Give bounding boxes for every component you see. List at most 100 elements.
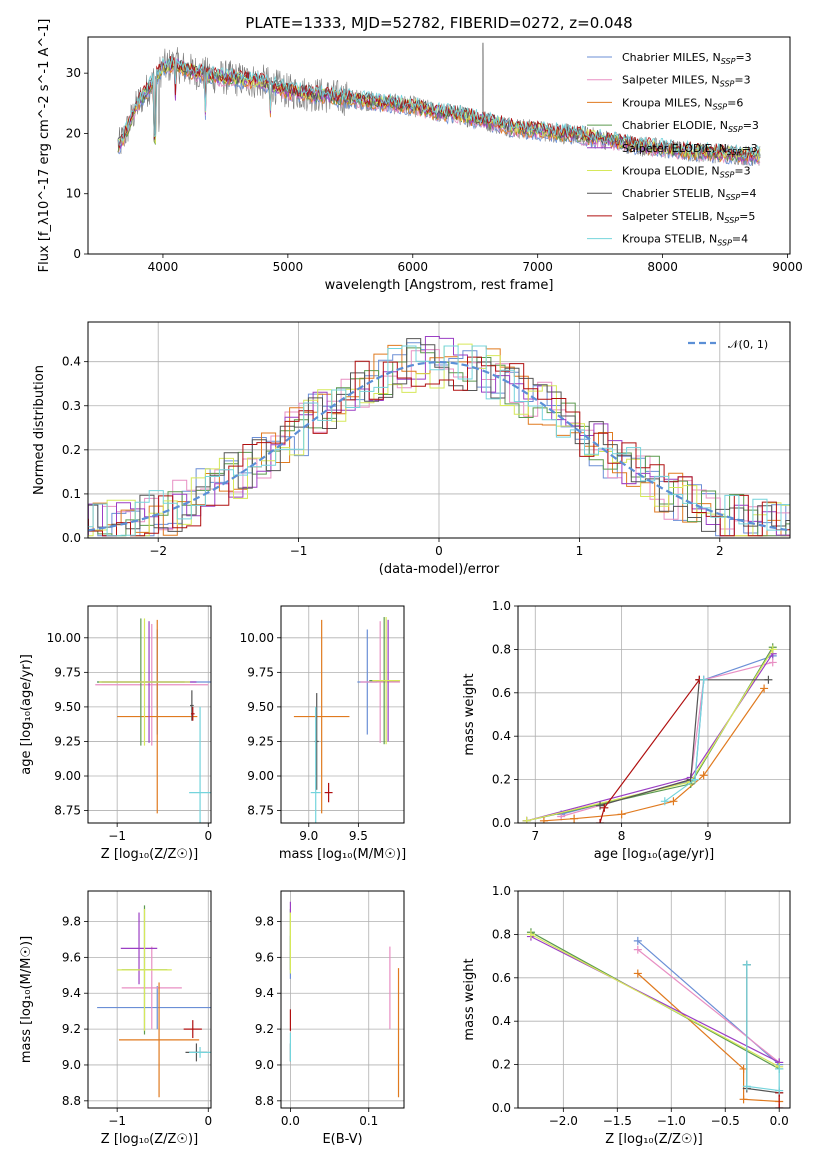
legend-text: Chabrier MILES, N [622, 51, 721, 64]
axes-frame [280, 605, 405, 824]
point-salpeter-miles [95, 623, 209, 746]
x-tick-label: 0.1 [359, 1114, 378, 1128]
data-point-marker [699, 675, 708, 684]
point-chabrier-stelib [190, 690, 194, 721]
series-line [637, 949, 780, 1063]
y-tick-label: 20 [66, 126, 81, 140]
y-tick-label: 1.0 [492, 599, 511, 613]
y-tick-label: 0.2 [492, 773, 511, 787]
y-tick-label: 9.75 [247, 665, 274, 679]
panel-residuals: −2 −1 0 1 2 0.0 0.1 0.2 0.3 0.4 (data-model)/error… [32, 321, 791, 577]
y-tick-label: 1.0 [492, 884, 511, 898]
y-tick-label: 9.6 [255, 950, 274, 964]
x-tick-label: 0 [204, 1114, 212, 1128]
series-line [746, 964, 780, 1094]
x-tick-label: 0.0 [281, 1114, 300, 1128]
x-tick-label: −1.0 [657, 1114, 686, 1128]
histogram-salpeter-stelib [88, 356, 790, 537]
y-tick-label: 9.2 [62, 1022, 81, 1036]
data-point-marker [669, 797, 678, 806]
point-chabrier-miles [97, 986, 211, 1030]
point-kroupa-stelib [189, 1047, 211, 1058]
point-salpeter-miles [121, 946, 182, 1030]
point-kroupa-elodie [98, 618, 191, 746]
point-salpeter-miles [360, 621, 401, 743]
legend-label: Kroupa MILES, NSSP=6 [622, 96, 743, 111]
x-tick-label: −1.5 [603, 1114, 632, 1128]
point-salpeter-elodie [120, 912, 158, 985]
gaussian-curve [88, 360, 790, 532]
x-tick-label: −1 [108, 1114, 126, 1128]
series-line [637, 973, 780, 1103]
chart-title: PLATE=1333, MJD=52782, FIBERID=0272, z=0… [245, 14, 632, 32]
axes-frame [87, 321, 791, 539]
series-line [530, 933, 780, 1068]
x-tick-label: 7 [531, 829, 539, 843]
series-line [543, 688, 765, 822]
legend-sub: SSP [726, 193, 741, 202]
data-point-marker [764, 675, 773, 684]
legend-value: =3 [734, 165, 750, 178]
data-point-marker [596, 801, 605, 810]
legend-sub: SSP [724, 216, 739, 225]
axes-frame [87, 605, 212, 824]
legend-text: Kroupa MILES, N [622, 96, 712, 109]
point-kroupa-stelib [189, 706, 211, 823]
y-tick-label: 0.4 [62, 355, 81, 369]
y-tick-label: 10.00 [47, 631, 81, 645]
data-point-marker [739, 1095, 748, 1104]
y-tick-label: 0.6 [492, 971, 511, 985]
legend-text: Salpeter ELODIE, N [622, 142, 727, 155]
y-tick-label: 8.8 [255, 1094, 274, 1108]
y-tick-label: 9.0 [62, 1058, 81, 1072]
y-axis-label: Flux [f_λ10^-17 erg cm^-2 s^-1 A^-1] [37, 19, 52, 273]
y-tick-label: 0.0 [492, 816, 511, 830]
y-tick-label: 9.00 [247, 769, 274, 783]
data-point-marker [539, 816, 548, 823]
data-point-marker [633, 969, 642, 978]
legend-sub: SSP [717, 239, 732, 248]
series-line [599, 679, 769, 807]
data-point-marker [775, 1086, 784, 1095]
legend-text: Chabrier ELODIE, N [622, 119, 728, 132]
plot-area [526, 928, 784, 1108]
plot-area [117, 42, 761, 167]
legend: 𝒩(0, 1) [688, 338, 768, 351]
gridlines [88, 891, 211, 1108]
y-axis-label: Normed distribution [32, 365, 47, 495]
x-axis-label: Z [log₁₀(Z/Z☉)] [605, 1132, 702, 1147]
point-kroupa-elodie [117, 908, 172, 1031]
y-tick-label: 0 [73, 247, 81, 261]
plot-area [88, 336, 790, 537]
y-tick-label: 0.2 [492, 1058, 511, 1072]
series-kroupa-elodie [522, 645, 777, 823]
plot-area [97, 905, 211, 1098]
panel-weight-vs-age: 7 8 9 0.0 0.2 0.4 0.6 0.8 1.0 age [log₁₀(age/yr)]… [462, 599, 791, 862]
y-tick-label: 9.25 [247, 734, 274, 748]
legend-value: =3 [742, 142, 758, 155]
data-point-marker [775, 1104, 784, 1108]
y-axis-label: mass [log₁₀(M/M☉)] [19, 936, 34, 1063]
series-kroupa-miles [633, 969, 784, 1106]
legend-text: Kroupa STELIB, N [622, 233, 717, 246]
series-salpeter-elodie [522, 649, 777, 823]
series-chabrier-stelib [742, 960, 784, 1097]
x-tick-label: 9 [704, 829, 712, 843]
series-chabrier-miles [633, 936, 784, 1069]
y-tick-label: 9.8 [62, 914, 81, 928]
y-tick-label: 9.75 [54, 665, 81, 679]
x-tick-label: −0.5 [711, 1114, 740, 1128]
legend-value: =3 [743, 119, 759, 132]
series-chabrier-stelib [596, 675, 773, 810]
x-tick-label: −2 [149, 544, 167, 558]
legend-label: Chabrier ELODIE, NSSP=3 [622, 119, 759, 134]
legend-sub: SSP [712, 102, 727, 111]
axes-frame [517, 890, 791, 1109]
histogram-chabrier-stelib [88, 338, 790, 532]
y-tick-label: 8.75 [247, 804, 274, 818]
legend-label: Chabrier MILES, NSSP=3 [622, 51, 752, 66]
y-axis-label: mass weight [462, 958, 477, 1040]
legend-text: Kroupa ELODIE, N [622, 165, 720, 178]
data-point-marker [526, 930, 535, 939]
gridlines [281, 891, 404, 1108]
